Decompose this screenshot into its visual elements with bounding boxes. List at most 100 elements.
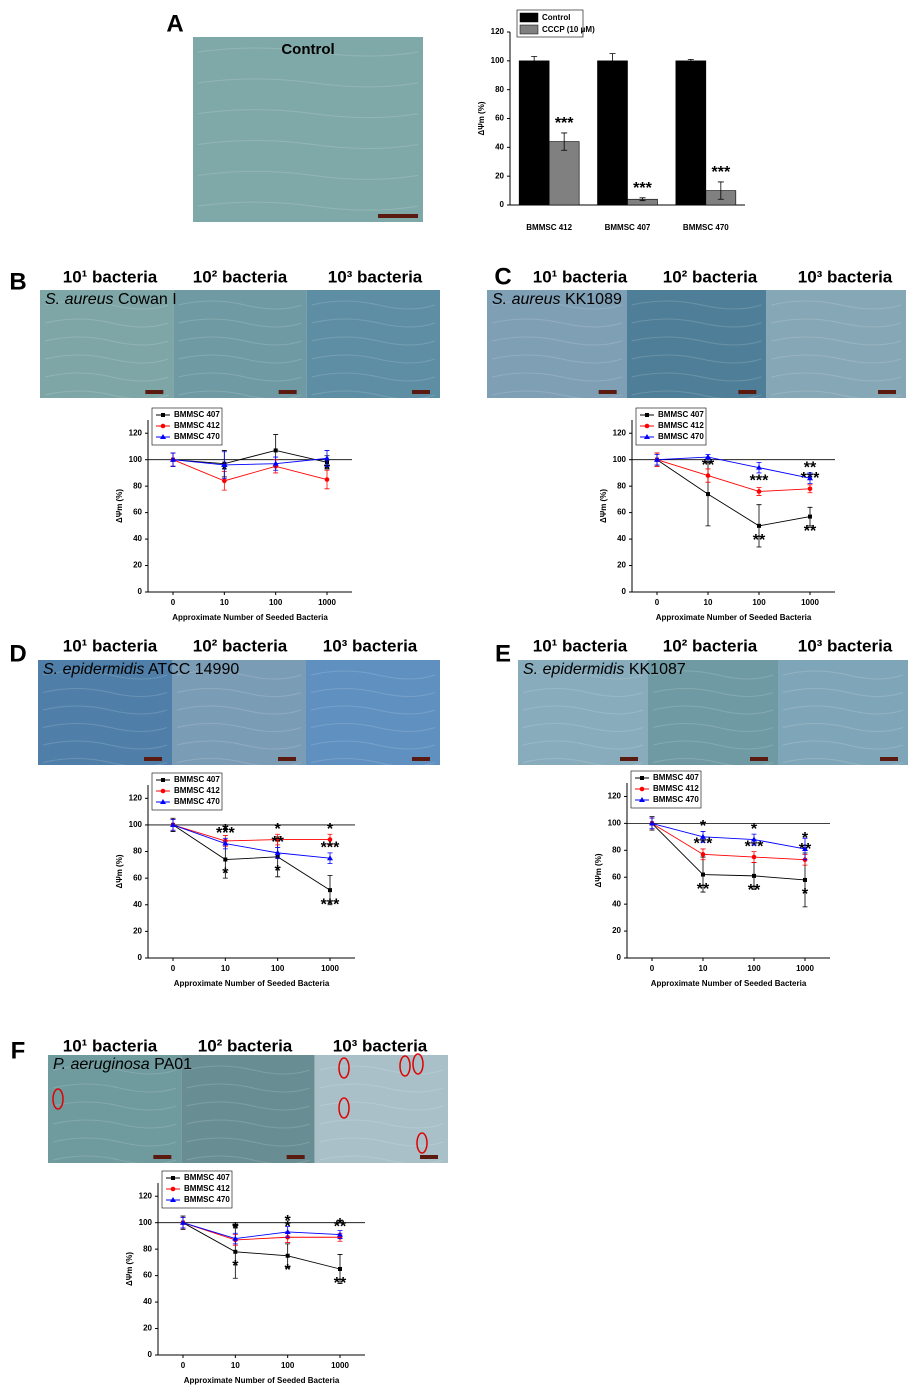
x-tick-label: 1000 — [321, 964, 339, 973]
data-point — [757, 489, 762, 494]
legend-label: BMMSC 470 — [658, 432, 704, 441]
y-tick-label: 40 — [143, 1297, 152, 1306]
scale-bar — [153, 1155, 171, 1159]
data-point — [752, 874, 756, 878]
y-tick-label: 20 — [133, 561, 142, 570]
data-point — [808, 515, 812, 519]
data-point — [233, 1250, 237, 1254]
y-axis-label: ΔΨm (%) — [594, 853, 603, 887]
species: S. epidermidis — [523, 661, 624, 678]
y-tick-label: 100 — [129, 455, 143, 464]
organism-label: S. epidermidis KK1087 — [523, 661, 686, 678]
data-point — [706, 492, 710, 496]
species: P. aeruginosa — [53, 1056, 150, 1073]
scale-bar — [145, 390, 163, 394]
micrograph-image — [778, 660, 908, 765]
scale-bar — [144, 757, 162, 761]
significance: * — [222, 866, 229, 883]
x-tick-label: 10 — [221, 964, 230, 973]
data-point — [338, 1267, 342, 1271]
x-axis-label: Approximate Number of Seeded Bacteria — [172, 613, 328, 622]
y-tick-label: 120 — [129, 793, 143, 802]
data-point — [757, 524, 761, 528]
y-tick-label: 20 — [612, 926, 621, 935]
organism-label: S. epidermidis ATCC 14990 — [43, 661, 239, 678]
scale-bar — [412, 390, 430, 394]
scale-bar — [738, 390, 756, 394]
legend-label: BMMSC 470 — [184, 1195, 230, 1204]
micrograph-header: 10² bacteria — [193, 636, 288, 655]
y-tick-label: 80 — [133, 481, 142, 490]
x-tick-label: BMMSC 407 — [605, 223, 651, 232]
legend-marker — [640, 776, 644, 780]
y-tick-label: 80 — [495, 85, 504, 94]
micrograph-header: 10² bacteria — [198, 1036, 293, 1055]
micrograph-header: 10³ bacteria — [328, 267, 423, 286]
x-tick-label: BMMSC 470 — [683, 223, 729, 232]
legend-marker — [171, 1187, 176, 1192]
scale-bar — [880, 757, 898, 761]
significance: * — [232, 1220, 239, 1237]
y-axis-label: ΔΨm (%) — [115, 489, 124, 523]
data-point — [706, 473, 711, 478]
legend-label: BMMSC 412 — [174, 421, 220, 430]
legend-label: BMMSC 407 — [653, 773, 699, 782]
significance: * — [285, 1262, 292, 1279]
legend-label: BMMSC 407 — [184, 1173, 230, 1182]
legend-marker — [640, 787, 645, 792]
data-point — [328, 888, 332, 892]
strain: KK1087 — [629, 661, 686, 678]
x-tick-label: 10 — [704, 598, 713, 607]
y-tick-label: 60 — [143, 1271, 152, 1280]
x-tick-label: 0 — [181, 1361, 186, 1370]
legend-label: BMMSC 412 — [184, 1184, 230, 1193]
micrograph-header: 10¹ bacteria — [63, 1036, 158, 1055]
organism-label: P. aeruginosa PA01 — [53, 1056, 192, 1073]
legend-label: Control — [542, 13, 570, 22]
panel-letter: D — [9, 640, 26, 667]
scale-bar — [620, 757, 638, 761]
y-tick-label: 60 — [133, 508, 142, 517]
x-tick-label: 1000 — [318, 598, 336, 607]
scale-bar — [878, 390, 896, 394]
micrograph-header: 10² bacteria — [663, 636, 758, 655]
legend-label: BMMSC 407 — [174, 410, 220, 419]
y-tick-label: 100 — [139, 1218, 153, 1227]
legend-label: BMMSC 470 — [174, 797, 220, 806]
micrograph-image — [193, 37, 423, 222]
micrograph-header: 10³ bacteria — [798, 636, 893, 655]
data-point — [223, 858, 227, 862]
significance: *** — [321, 839, 340, 856]
y-tick-label: 120 — [139, 1191, 153, 1200]
data-point — [274, 448, 278, 452]
y-tick-label: 40 — [133, 900, 142, 909]
x-tick-label: 100 — [269, 598, 283, 607]
scale-bar — [599, 390, 617, 394]
species: S. aureus — [45, 291, 113, 308]
micrograph-header: 10³ bacteria — [323, 636, 418, 655]
y-tick-label: 0 — [622, 587, 627, 596]
bar — [519, 61, 549, 205]
legend-marker — [161, 789, 166, 794]
significance: *** — [750, 473, 769, 490]
significance: * — [337, 1216, 344, 1233]
x-tick-label: 100 — [752, 598, 766, 607]
y-tick-label: 100 — [491, 56, 505, 65]
legend-marker — [645, 413, 649, 417]
y-axis-label: ΔΨm (%) — [599, 489, 608, 523]
x-axis-label: Approximate Number of Seeded Bacteria — [656, 613, 812, 622]
x-tick-label: 100 — [281, 1361, 295, 1370]
significance: * — [751, 821, 758, 838]
y-tick-label: 20 — [143, 1324, 152, 1333]
y-tick-label: 0 — [138, 953, 143, 962]
strain: Cowan I — [118, 291, 177, 308]
legend-label: BMMSC 407 — [658, 410, 704, 419]
significance: ** — [753, 532, 766, 549]
micrograph-header: 10² bacteria — [193, 267, 288, 286]
panel-letter: F — [11, 1037, 26, 1064]
micrograph-label: Control — [281, 41, 334, 58]
data-point — [808, 487, 813, 492]
scale-bar — [278, 757, 296, 761]
significance: * — [802, 830, 809, 847]
significance: *** — [633, 180, 652, 197]
